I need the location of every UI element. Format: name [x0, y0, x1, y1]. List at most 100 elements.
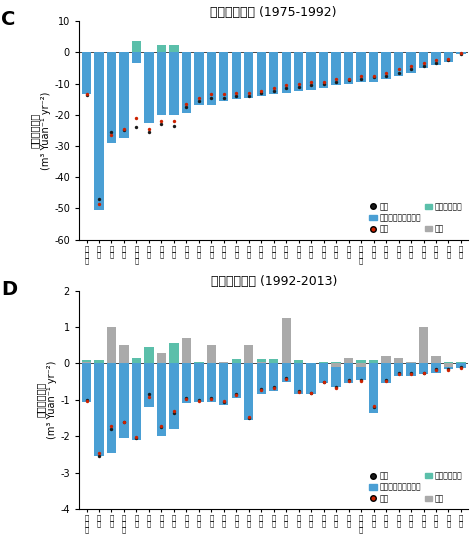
- Bar: [169, 45, 179, 52]
- Bar: [369, 52, 378, 82]
- Bar: [319, 363, 328, 383]
- Point: [195, 96, 203, 105]
- Bar: [207, 345, 216, 363]
- Bar: [219, 362, 228, 363]
- Point: [95, 195, 103, 203]
- Bar: [282, 357, 291, 363]
- Bar: [344, 52, 353, 84]
- Point: [307, 78, 315, 86]
- Bar: [331, 363, 341, 367]
- Point: [158, 423, 165, 431]
- Bar: [207, 363, 216, 402]
- Point: [357, 71, 365, 80]
- Point: [395, 368, 402, 377]
- Title: 工业用水强度 (1992-2013): 工业用水强度 (1992-2013): [210, 275, 337, 288]
- Point: [158, 120, 165, 128]
- Point: [245, 413, 253, 421]
- Point: [233, 390, 240, 399]
- Bar: [256, 363, 266, 395]
- Point: [195, 396, 203, 404]
- Point: [382, 68, 390, 77]
- Point: [257, 88, 265, 97]
- Bar: [232, 363, 241, 398]
- Bar: [169, 343, 179, 363]
- Point: [95, 199, 103, 208]
- Point: [419, 368, 427, 377]
- Bar: [132, 363, 141, 440]
- Point: [445, 56, 452, 65]
- Bar: [331, 52, 341, 85]
- Point: [332, 383, 340, 391]
- Point: [270, 383, 278, 391]
- Point: [83, 396, 91, 405]
- Point: [108, 421, 115, 430]
- Bar: [456, 363, 465, 368]
- Bar: [444, 362, 453, 363]
- Point: [432, 365, 440, 374]
- Point: [108, 128, 115, 136]
- Point: [419, 62, 427, 71]
- Point: [220, 93, 228, 102]
- Bar: [319, 362, 328, 363]
- Bar: [82, 362, 91, 363]
- Bar: [194, 52, 203, 105]
- Bar: [431, 362, 441, 363]
- Point: [407, 65, 415, 74]
- Bar: [382, 363, 391, 383]
- Point: [133, 123, 140, 132]
- Point: [320, 378, 328, 386]
- Point: [208, 395, 215, 403]
- Bar: [356, 360, 366, 363]
- Point: [120, 418, 128, 427]
- Point: [345, 376, 352, 384]
- Point: [220, 397, 228, 406]
- Y-axis label: 用水强度趋势
(m³ Yuan⁻¹ yr⁻²): 用水强度趋势 (m³ Yuan⁻¹ yr⁻²): [30, 91, 51, 170]
- Point: [182, 100, 190, 108]
- Bar: [282, 363, 291, 382]
- Bar: [256, 362, 266, 363]
- Bar: [107, 52, 116, 143]
- Point: [220, 396, 228, 405]
- Point: [407, 368, 415, 377]
- Point: [345, 76, 352, 85]
- Bar: [107, 327, 116, 363]
- Point: [208, 93, 215, 102]
- Bar: [182, 363, 191, 404]
- Bar: [119, 52, 128, 138]
- Point: [320, 377, 328, 386]
- Bar: [157, 363, 166, 436]
- Point: [133, 434, 140, 443]
- Y-axis label: 用水强度趋势
(m³ Yuan⁻¹ yr⁻²): 用水强度趋势 (m³ Yuan⁻¹ yr⁻²): [36, 361, 57, 439]
- Point: [245, 88, 253, 97]
- Point: [382, 71, 390, 80]
- Bar: [82, 360, 91, 363]
- Point: [233, 88, 240, 97]
- Point: [432, 59, 440, 67]
- Bar: [132, 42, 141, 52]
- Bar: [132, 52, 141, 63]
- Point: [170, 408, 178, 417]
- Bar: [282, 318, 291, 363]
- Bar: [269, 52, 278, 94]
- Point: [270, 384, 278, 392]
- Point: [120, 126, 128, 135]
- Point: [382, 376, 390, 384]
- Bar: [344, 363, 353, 383]
- Point: [407, 62, 415, 71]
- Bar: [182, 52, 191, 113]
- Point: [120, 125, 128, 133]
- Bar: [144, 52, 154, 122]
- Bar: [382, 52, 391, 79]
- Point: [395, 65, 402, 74]
- Bar: [394, 362, 403, 363]
- Bar: [382, 362, 391, 363]
- Bar: [369, 363, 378, 412]
- Point: [83, 396, 91, 404]
- Bar: [244, 52, 254, 98]
- Bar: [194, 362, 203, 363]
- Point: [445, 365, 452, 374]
- Bar: [219, 362, 228, 363]
- Point: [370, 71, 377, 80]
- Point: [245, 414, 253, 423]
- Point: [270, 87, 278, 95]
